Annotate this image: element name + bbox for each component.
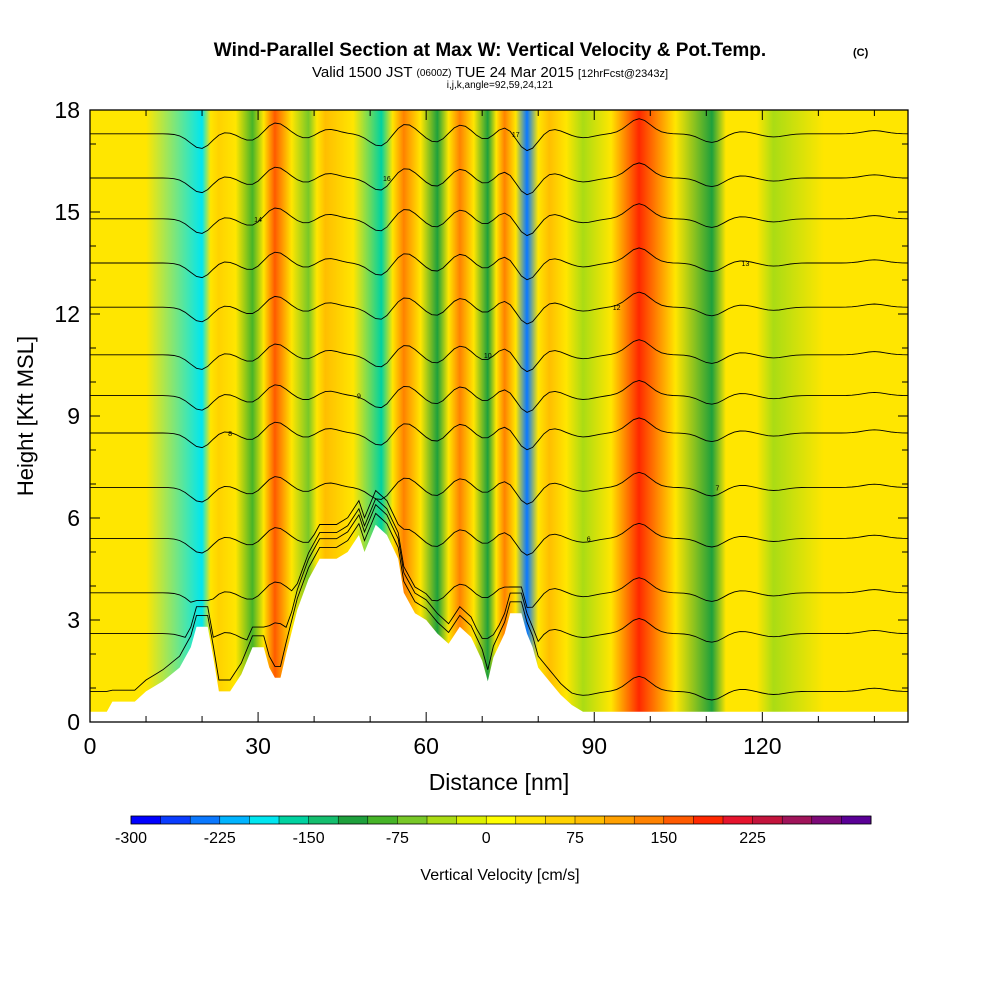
theta-contour-label: 10: [484, 353, 492, 360]
theta-contour-label: 16: [383, 176, 391, 183]
theta-contours: [90, 118, 908, 701]
y-axis-label: Height [Kft MSL]: [13, 336, 38, 496]
y-tick-label: 12: [54, 301, 80, 327]
theta-contour-line: [90, 471, 908, 505]
x-tick-label: 30: [245, 733, 271, 759]
chart-title-units: (C): [853, 47, 869, 59]
theta-contour-label: 17: [512, 132, 520, 139]
colorbar-swatch: [811, 816, 842, 824]
colorbar-swatch: [219, 816, 250, 824]
theta-contour-labels: 6 7 8 9 10 12 13 14 16 17: [228, 132, 749, 544]
x-axis: 0 30 60 90 120: [84, 110, 875, 759]
colorbar-swatch: [545, 816, 576, 824]
colorbar-tick-label: 150: [650, 830, 677, 847]
colorbar-swatch: [456, 816, 487, 824]
theta-contour-label: 6: [587, 536, 591, 543]
colorbar: [130, 815, 872, 825]
theta-contour-line: [90, 162, 908, 196]
theta-contour-line: [90, 489, 908, 556]
colorbar-tick-label: -150: [293, 830, 325, 847]
chart-subtitle: Valid 1500 JST (0600Z) TUE 24 Mar 2015 […: [312, 63, 668, 81]
colorbar-swatch: [782, 816, 813, 824]
x-tick-label: 60: [413, 733, 439, 759]
colorbar-ticks: -300 -225 -150 -75 0 75 150 225: [115, 830, 766, 847]
colorbar-tick-label: -75: [386, 830, 409, 847]
chart-indices: i,j,k,angle=92,59,24,121: [447, 80, 554, 91]
colorbar-tick-label: 75: [566, 830, 584, 847]
colorbar-swatch: [367, 816, 398, 824]
colorbar-swatch: [663, 816, 694, 824]
theta-contour-line: [90, 503, 908, 643]
velocity-field: [90, 110, 908, 722]
colorbar-swatch: [723, 816, 753, 824]
x-tick-label: 120: [743, 733, 781, 759]
theta-contour-label: 12: [613, 305, 621, 312]
theta-contour-line: [90, 512, 908, 701]
theta-contour-label: 13: [742, 261, 750, 268]
subtitle-zulu: (0600Z): [416, 68, 451, 79]
colorbar-swatch: [338, 816, 369, 824]
y-tick-label: 9: [67, 403, 80, 429]
colorbar-label: Vertical Velocity [cm/s]: [420, 867, 579, 884]
theta-contour-line: [90, 203, 908, 237]
y-tick-label: 18: [54, 97, 80, 123]
y-tick-label: 15: [54, 199, 80, 225]
colorbar-tick-label: -300: [115, 830, 147, 847]
colorbar-swatch: [249, 816, 280, 824]
colorbar-swatch: [752, 816, 783, 824]
colorbar-swatch: [160, 816, 191, 824]
x-tick-label: 0: [84, 733, 97, 759]
colorbar-swatch: [693, 816, 724, 824]
colorbar-swatch: [634, 816, 665, 824]
y-tick-label: 3: [67, 607, 80, 633]
theta-contour-line: [90, 291, 908, 325]
colorbar-swatch: [427, 816, 457, 824]
y-tick-label: 0: [67, 709, 80, 735]
theta-contour-label: 9: [357, 394, 361, 401]
x-tick-label: 90: [581, 733, 607, 759]
colorbar-swatch: [190, 816, 221, 824]
y-tick-label: 6: [67, 505, 80, 531]
colorbar-tick-label: 225: [739, 830, 766, 847]
theta-contour-line: [90, 417, 908, 451]
colorbar-swatch: [575, 816, 605, 824]
colorbar-swatch: [397, 816, 428, 824]
colorbar-swatch: [486, 816, 517, 824]
colorbar-tick-label: 0: [482, 830, 491, 847]
colorbar-swatch: [131, 816, 161, 824]
theta-contour-label: 8: [228, 431, 232, 438]
theta-contour-line: [90, 380, 908, 413]
terrain-mask: [90, 524, 908, 722]
theta-contour-line: [90, 497, 908, 608]
colorbar-swatch: [279, 816, 309, 824]
subtitle-valid: Valid 1500 JST: [312, 64, 412, 81]
colorbar-swatch: [604, 816, 635, 824]
colorbar-swatch: [841, 816, 872, 824]
colorbar-tick-label: -225: [204, 830, 236, 847]
theta-contour-line: [90, 118, 908, 152]
theta-contour-label: 14: [254, 217, 262, 224]
colorbar-swatch: [308, 816, 339, 824]
theta-contour-line: [90, 247, 908, 281]
velocity-field-fill: [90, 110, 908, 722]
subtitle-date: TUE 24 Mar 2015: [455, 64, 573, 81]
theta-contour-label: 7: [716, 485, 720, 492]
x-axis-label: Distance [nm]: [429, 769, 570, 795]
plot-area: 6 7 8 9 10 12 13 14 16 17: [90, 110, 908, 722]
y-axis: 0 3 6 9 12 15 18: [54, 97, 908, 735]
subtitle-forecast: [12hrFcst@2343z]: [578, 68, 668, 80]
chart-title: Wind-Parallel Section at Max W: Vertical…: [214, 40, 766, 61]
theta-contour-line: [90, 339, 908, 373]
colorbar-swatch: [515, 816, 546, 824]
